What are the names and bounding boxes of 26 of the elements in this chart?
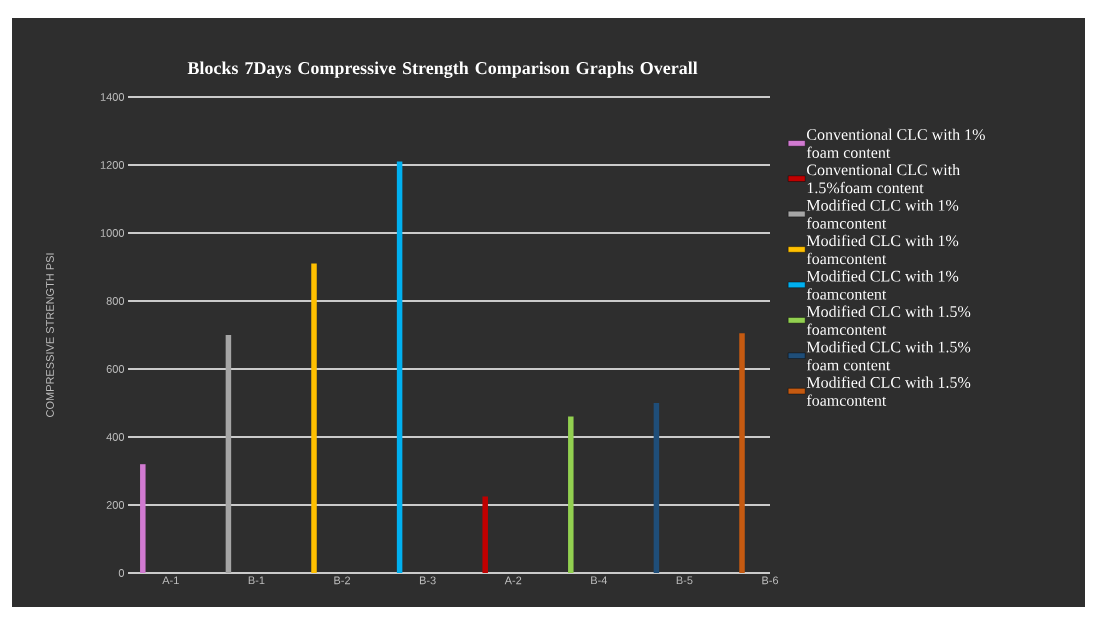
legend-label: Modified CLC with 1.5% foamcontent [806,376,971,406]
legend-label: Modified CLC with 1% foamcontent [806,270,959,300]
legend-label: Conventional CLC with 1% foam content [806,128,985,158]
x-tick-label: B-4 [591,576,608,585]
y-tick-label: 600 [106,365,125,373]
chart-title: Blocks 7Days Compressive Strength Comparison Graphs Overall [187,61,698,78]
legend-label: Modified CLC with 1% foamcontent [806,199,959,229]
x-tick-label: A-1 [162,576,179,585]
y-tick-label: 200 [106,501,125,509]
y-tick-label: 800 [106,297,125,305]
x-tick-label: A-2 [504,576,522,585]
legend-label: Conventional CLC with 1.5%foam content [807,163,960,194]
x-tick-label: B-6 [762,576,779,585]
y-tick-label: 1200 [100,161,125,169]
y-tick-label: 0 [118,569,125,577]
y-tick-label: 400 [106,433,125,441]
x-tick-label: B-2 [334,576,351,585]
legend-label: Modified CLC with 1.5% foamcontent [806,305,971,336]
x-tick-label: B-1 [248,576,265,585]
y-tick-label: 1000 [100,229,125,237]
x-tick-label: B-3 [419,576,436,585]
legend-label: Modified CLC with 1.5% foam content [806,341,971,371]
y-axis-title: COMPRESSIVE STRENGTH PSI [46,253,54,417]
y-tick-label: 1400 [100,93,125,101]
x-tick-label: B-5 [676,576,693,585]
legend-label: Modified CLC with 1% foamcontent [806,234,959,265]
